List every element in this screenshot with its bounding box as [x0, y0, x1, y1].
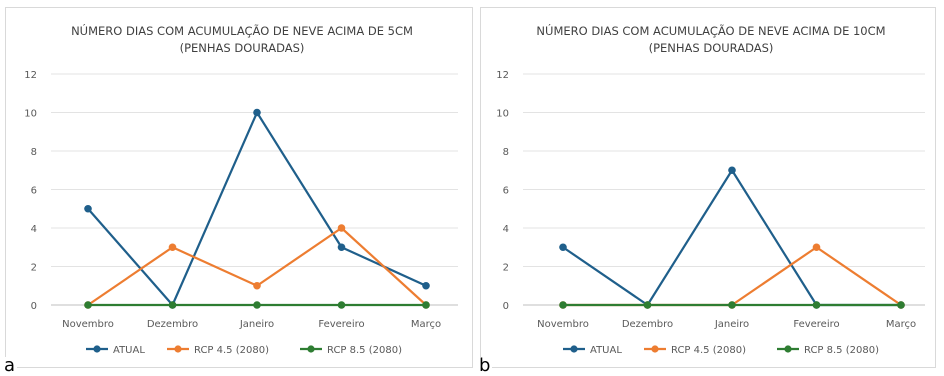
x-tick-label: Fevereiro	[793, 319, 839, 330]
y-tick-label: 4	[503, 224, 509, 235]
y-tick-label: 10	[24, 109, 37, 120]
x-tick-label: Dezembro	[147, 319, 198, 330]
line-chart-a: NÚMERO DIAS COM ACUMULAÇÃO DE NEVE ACIMA…	[6, 8, 472, 367]
y-tick-label: 10	[496, 109, 509, 120]
chart-panel-a: NÚMERO DIAS COM ACUMULAÇÃO DE NEVE ACIMA…	[5, 7, 473, 368]
chart-title: NÚMERO DIAS COM ACUMULAÇÃO DE NEVE ACIMA…	[536, 23, 885, 38]
chart-panel-b: NÚMERO DIAS COM ACUMULAÇÃO DE NEVE ACIMA…	[480, 7, 936, 368]
panel-label-b: b	[477, 357, 492, 375]
x-tick-label: Março	[411, 319, 441, 330]
data-point	[813, 243, 821, 251]
series-line-0	[88, 113, 426, 306]
data-point	[338, 243, 346, 251]
data-point	[813, 301, 821, 309]
x-tick-label: Março	[886, 319, 916, 330]
legend-label: RCP 4.5 (2080)	[671, 345, 746, 356]
data-point	[644, 301, 652, 309]
legend-marker	[651, 345, 658, 352]
y-tick-label: 12	[24, 70, 37, 81]
y-tick-label: 2	[503, 263, 509, 274]
legend-entry: ATUAL	[563, 345, 622, 356]
data-point	[84, 301, 92, 309]
legend-marker	[784, 345, 791, 352]
legend-label: ATUAL	[113, 345, 145, 356]
legend-entry: ATUAL	[86, 345, 145, 356]
x-tick-label: Dezembro	[622, 319, 673, 330]
y-tick-label: 4	[31, 224, 37, 235]
legend-label: ATUAL	[590, 345, 622, 356]
legend-marker	[93, 345, 100, 352]
x-tick-label: Fevereiro	[318, 319, 364, 330]
data-point	[169, 243, 177, 251]
data-point	[728, 166, 736, 174]
data-point	[728, 301, 736, 309]
series-line-0	[563, 170, 901, 305]
legend-entry: RCP 8.5 (2080)	[300, 345, 402, 356]
x-tick-label: Janeiro	[239, 319, 274, 330]
legend-label: RCP 4.5 (2080)	[194, 345, 269, 356]
data-point	[253, 282, 261, 290]
y-tick-label: 0	[31, 301, 37, 312]
y-tick-label: 8	[31, 147, 37, 158]
legend-marker	[570, 345, 577, 352]
legend-marker	[307, 345, 314, 352]
data-point	[253, 301, 261, 309]
y-tick-label: 2	[31, 263, 37, 274]
data-point	[559, 301, 567, 309]
legend-entry: RCP 8.5 (2080)	[777, 345, 879, 356]
legend-label: RCP 8.5 (2080)	[804, 345, 879, 356]
legend-label: RCP 8.5 (2080)	[327, 345, 402, 356]
y-tick-label: 0	[503, 301, 509, 312]
chart-title: NÚMERO DIAS COM ACUMULAÇÃO DE NEVE ACIMA…	[71, 23, 413, 38]
chart-subtitle: (PENHAS DOURADAS)	[649, 41, 774, 55]
data-point	[897, 301, 905, 309]
legend-entry: RCP 4.5 (2080)	[167, 345, 269, 356]
legend-marker	[174, 345, 181, 352]
y-tick-label: 6	[503, 186, 509, 197]
series-line-1	[563, 247, 901, 305]
legend-entry: RCP 4.5 (2080)	[644, 345, 746, 356]
data-point	[338, 224, 346, 232]
panel-label-a: a	[2, 357, 17, 375]
data-point	[422, 282, 430, 290]
chart-subtitle: (PENHAS DOURADAS)	[180, 41, 305, 55]
x-tick-label: Novembro	[537, 319, 589, 330]
data-point	[422, 301, 430, 309]
y-tick-label: 8	[503, 147, 509, 158]
data-point	[84, 205, 92, 213]
x-tick-label: Novembro	[62, 319, 114, 330]
data-point	[253, 109, 261, 117]
y-tick-label: 12	[496, 70, 509, 81]
data-point	[338, 301, 346, 309]
y-tick-label: 6	[31, 186, 37, 197]
line-chart-b: NÚMERO DIAS COM ACUMULAÇÃO DE NEVE ACIMA…	[481, 8, 935, 367]
x-tick-label: Janeiro	[714, 319, 749, 330]
data-point	[559, 243, 567, 251]
data-point	[169, 301, 177, 309]
